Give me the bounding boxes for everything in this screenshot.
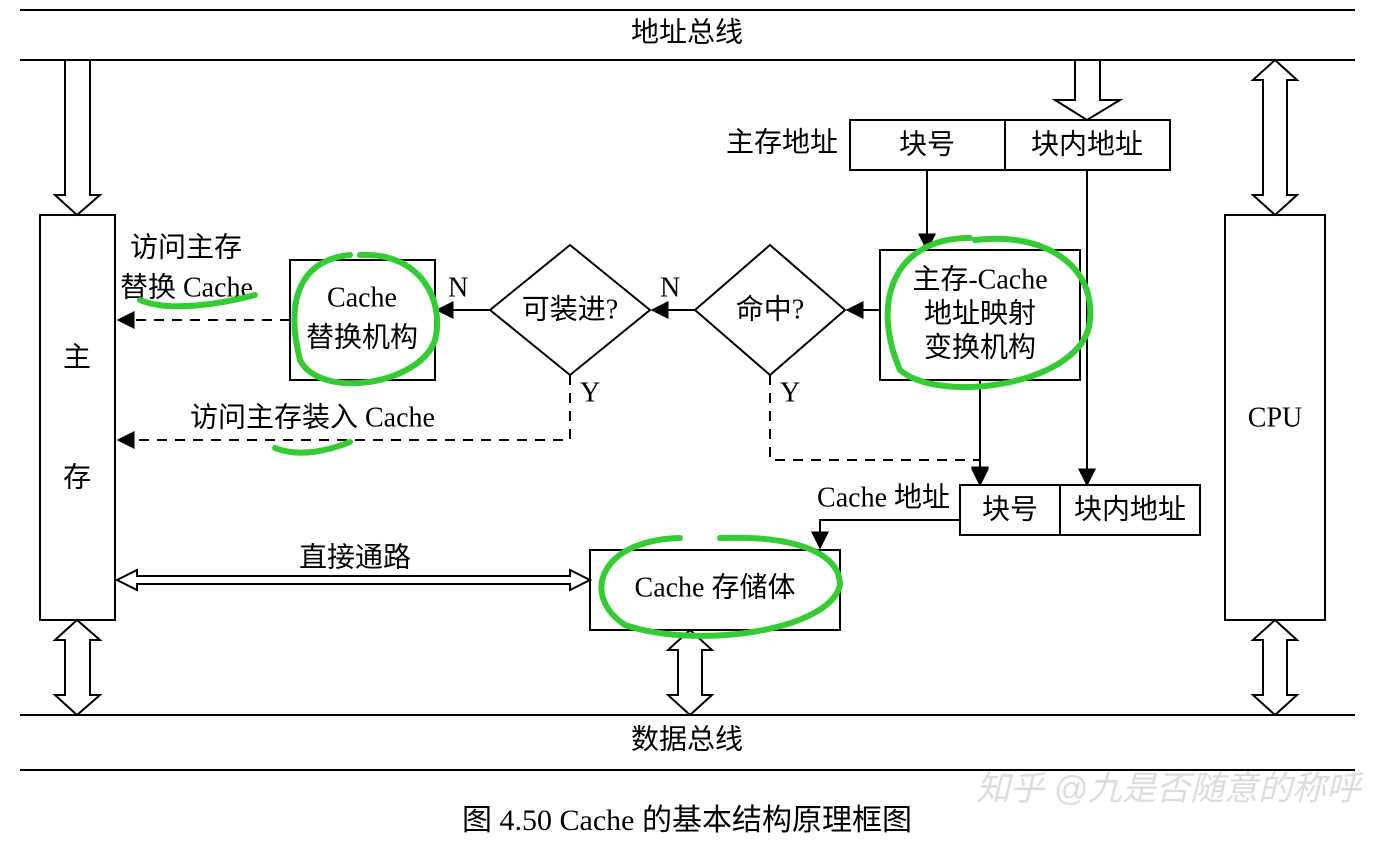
svg-text:替换机构: 替换机构 bbox=[306, 321, 418, 353]
direct-path-label: 直接通路 bbox=[299, 541, 411, 573]
can-load-label: 可装进? bbox=[522, 293, 618, 325]
replace-label-1: 访问主存 bbox=[130, 231, 242, 263]
cache-addr-tag: Cache 地址 bbox=[817, 481, 950, 513]
main-addr-offset: 块内地址 bbox=[1031, 128, 1143, 160]
svg-text:Y: Y bbox=[580, 377, 600, 408]
cache-addr-offset: 块内地址 bbox=[1074, 493, 1186, 525]
main-addr-block: 块号 bbox=[899, 129, 955, 160]
hit-label: 命中? bbox=[736, 293, 804, 325]
svg-text:N: N bbox=[660, 272, 680, 303]
data-bus-label: 数据总线 bbox=[631, 723, 743, 755]
main-memory-box bbox=[40, 215, 115, 620]
svg-text:主存-Cache: 主存-Cache bbox=[912, 263, 1047, 295]
figure-caption: 图 4.50 Cache 的基本结构原理框图 bbox=[462, 804, 912, 837]
watermark: 知乎 @九是否随意的称呼 bbox=[976, 770, 1364, 808]
svg-text:Y: Y bbox=[780, 377, 800, 408]
cpu-label: CPU bbox=[1248, 402, 1302, 433]
address-bus-label: 地址总线 bbox=[631, 16, 743, 48]
svg-text:存: 存 bbox=[63, 461, 91, 493]
main-addr-tag: 主存地址 bbox=[726, 126, 838, 158]
svg-text:地址映射: 地址映射 bbox=[924, 297, 1036, 329]
svg-text:N: N bbox=[448, 272, 468, 303]
svg-text:主: 主 bbox=[63, 341, 91, 373]
load-label: 访问主存装入 Cache bbox=[190, 401, 435, 433]
cache-addr-block: 块号 bbox=[982, 494, 1038, 525]
svg-text:变换机构: 变换机构 bbox=[924, 331, 1036, 363]
highlight-scribble-2 bbox=[275, 442, 350, 453]
cache-replacer-box bbox=[290, 260, 435, 380]
cache-body-label: Cache 存储体 bbox=[635, 571, 796, 603]
svg-text:Cache: Cache bbox=[327, 282, 397, 313]
cache-diagram: 地址总线 数据总线 主 存 CPU Cache 替换机构 主存-Cache 地址… bbox=[0, 0, 1375, 860]
